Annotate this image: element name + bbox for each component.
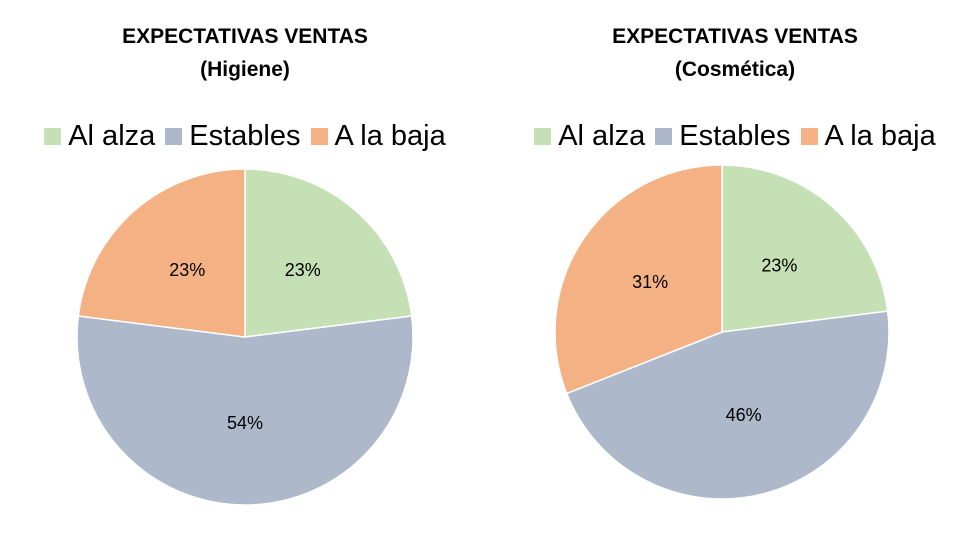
chart-title-main: EXPECTATIVAS VENTAS: [612, 25, 858, 48]
pie-chart: 23% 46% 31%: [554, 164, 890, 500]
pie-data-label: 23%: [761, 256, 797, 276]
legend-label: Estables: [189, 120, 301, 152]
chart-subtitle: (Higiene): [200, 58, 290, 81]
pie-slice-estables: [76, 315, 414, 506]
pie-data-label: 46%: [726, 405, 762, 425]
pie-data-label: 23%: [169, 260, 205, 280]
pie-slice-al-alza: [244, 168, 413, 338]
chart-title: EXPECTATIVAS VENTAS (Cosmética): [490, 20, 980, 86]
pie-data-label: 23%: [285, 260, 321, 280]
pie-chart: 23% 54% 23%: [76, 168, 414, 506]
legend-swatch: [165, 128, 183, 145]
legend: Al alza Estables A la baja: [490, 120, 980, 153]
legend-label: Estables: [679, 120, 791, 152]
legend-swatch: [44, 128, 62, 145]
legend-label: Al alza: [68, 120, 156, 152]
legend-swatch: [310, 128, 328, 145]
pie-slice-a-la-baja: [554, 164, 723, 395]
pie-slice-a-la-baja: [77, 168, 246, 338]
pie-data-label: 31%: [632, 272, 668, 292]
legend-item-al-alza: Al alza: [534, 120, 645, 153]
legend: Al alza Estables A la baja: [0, 120, 490, 153]
legend-item-a-la-baja: A la baja: [310, 120, 446, 153]
pie-slice-estables: [565, 310, 890, 500]
legend-label: Al alza: [558, 120, 646, 152]
pie-slice-al-alza: [721, 164, 889, 333]
chart-title: EXPECTATIVAS VENTAS (Higiene): [0, 20, 490, 86]
chart-title-main: EXPECTATIVAS VENTAS: [122, 25, 368, 48]
chart-subtitle: (Cosmética): [674, 58, 796, 81]
chart-cosmetica: EXPECTATIVAS VENTAS (Cosmética) Al alza …: [490, 0, 980, 560]
legend-label: A la baja: [334, 120, 446, 152]
legend-item-al-alza: Al alza: [44, 120, 155, 153]
legend-item-estables: Estables: [655, 120, 791, 153]
legend-item-estables: Estables: [165, 120, 301, 153]
legend-swatch: [655, 128, 673, 145]
pie-data-label: 54%: [227, 413, 263, 433]
chart-higiene: EXPECTATIVAS VENTAS (Higiene) Al alza Es…: [0, 20, 490, 506]
legend-swatch: [534, 128, 552, 145]
legend-label: A la baja: [824, 120, 936, 152]
legend-swatch: [800, 128, 818, 145]
legend-item-a-la-baja: A la baja: [800, 120, 936, 153]
